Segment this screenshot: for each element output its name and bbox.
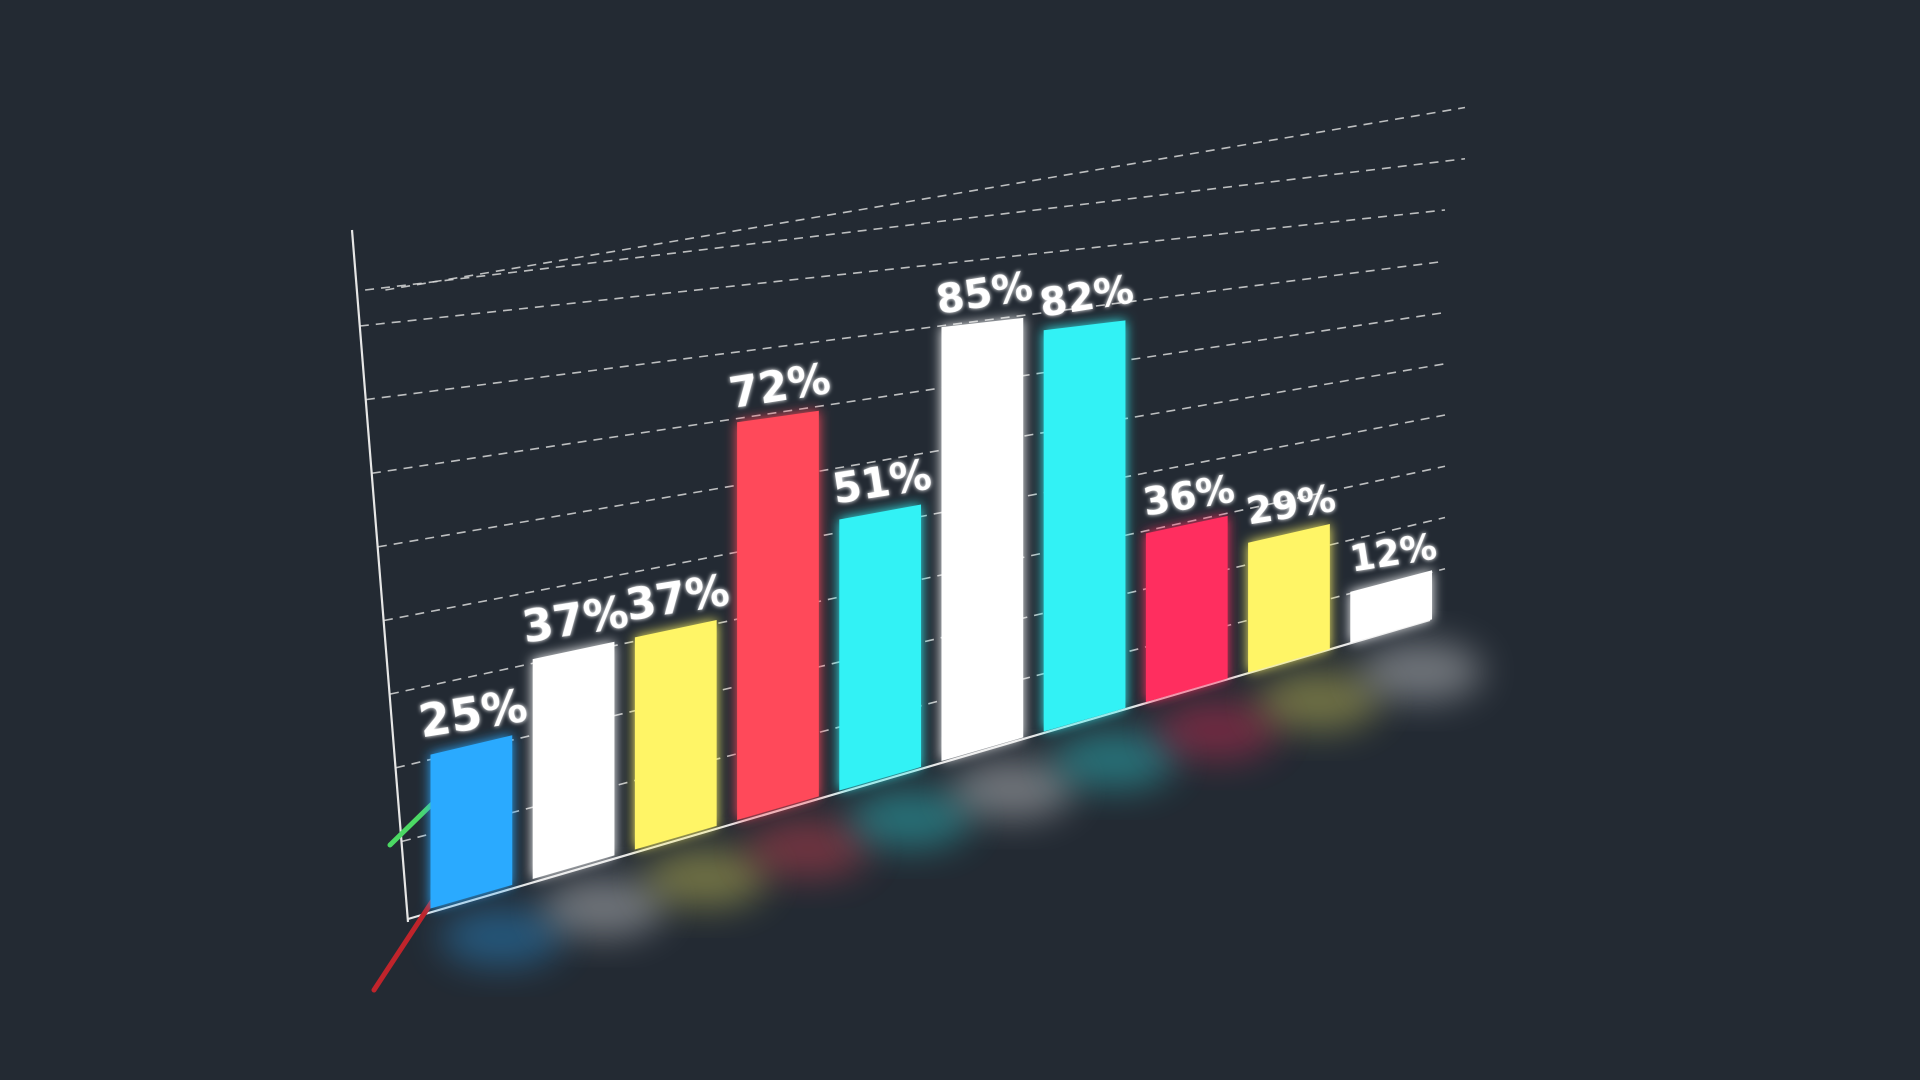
grid-line [365,260,1446,401]
bar-value-label: 72% [726,354,834,418]
bar [737,410,819,821]
grid-line [359,209,1446,327]
bar-reflection [1359,641,1483,702]
bar [1043,320,1126,732]
grid-line [377,362,1446,548]
bar [1145,515,1228,703]
grid-line [371,311,1446,475]
bar-value-label: 51% [829,451,934,514]
bar-reflection [542,877,665,938]
bar-reflection [746,818,870,879]
bar-reflection [1155,700,1279,761]
y-axis-line [350,229,410,923]
grid-line [385,106,1466,291]
bar [941,317,1024,762]
bar-reflection [848,788,972,849]
bar-value-label: 82% [1036,266,1136,326]
axis-gizmo-red [371,891,440,993]
grid-line [383,414,1446,622]
bar-reflections [440,641,1483,967]
bar [1350,570,1433,644]
bar-value-label: 85% [933,261,1036,324]
axes [350,229,1431,993]
bar-reflection [951,759,1074,820]
bar [1248,524,1330,673]
bar [839,504,922,791]
bar-value-label: 29% [1243,476,1338,533]
bar [532,641,615,880]
bar-reflection [440,906,563,967]
bar [634,619,717,850]
bars [430,317,1433,909]
bar-reflection [1053,729,1176,790]
x-axis-line [407,618,1431,921]
bar-reflection [1257,670,1381,731]
grid-line [365,157,1466,291]
bar-value-label: 37% [519,587,632,654]
bar [430,735,513,909]
bar-value-label: 25% [415,679,531,748]
bar-reflection [644,847,768,908]
